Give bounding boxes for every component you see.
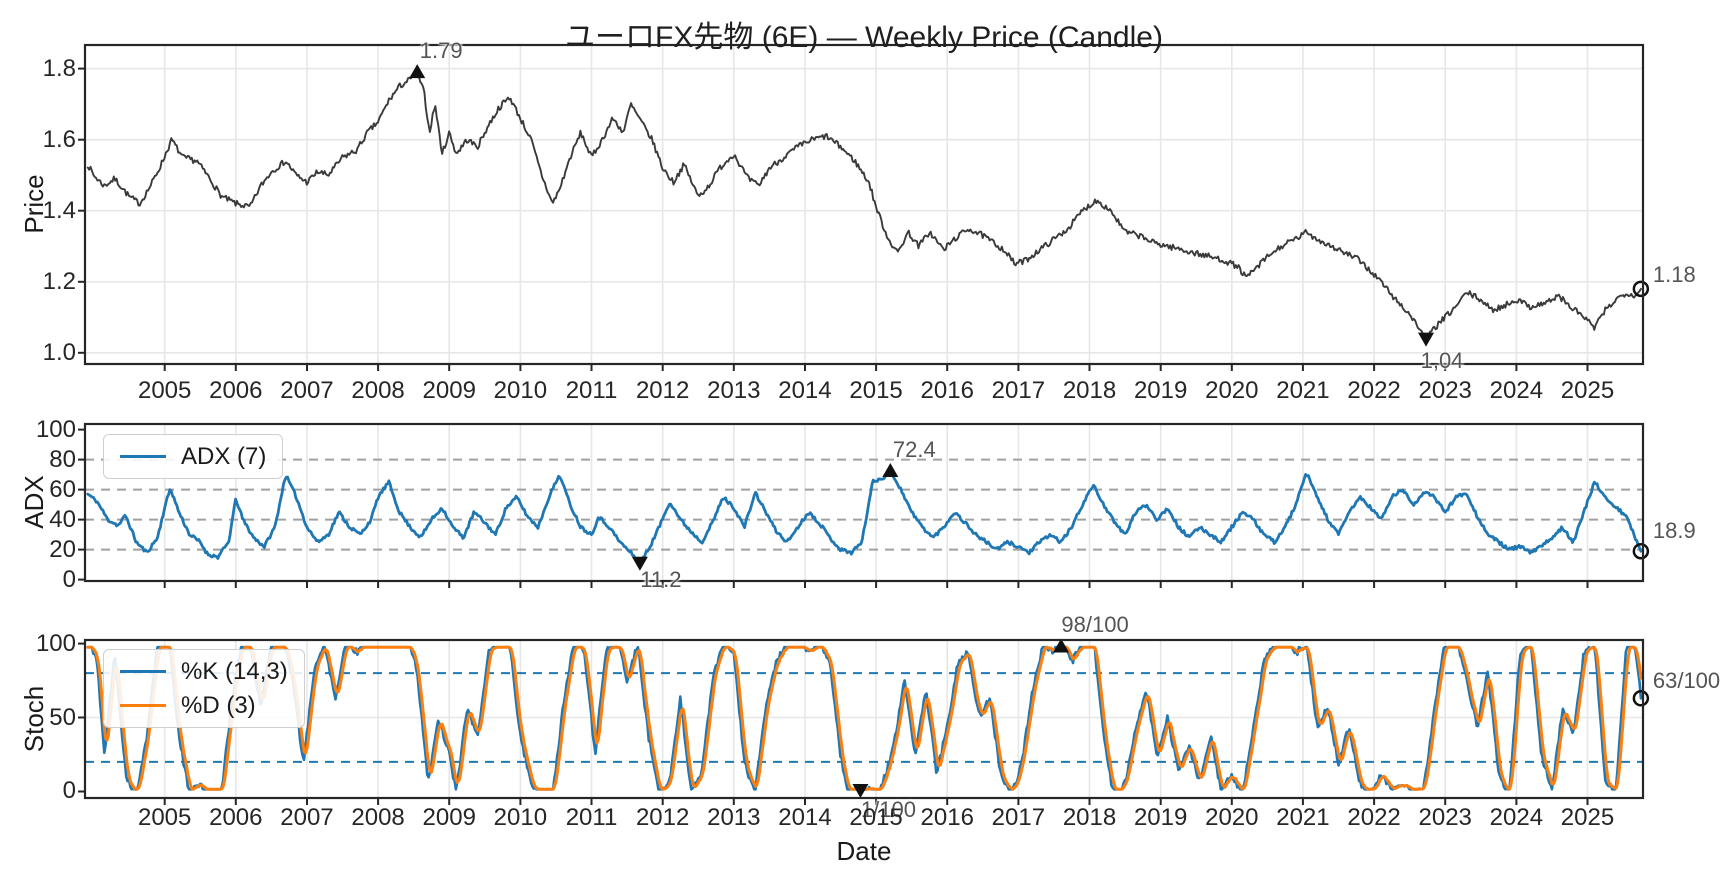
y-tick-label: 40 [49,505,76,533]
legend-entry-d: %D (3) [120,692,288,719]
x-tick-label: 2016 [920,804,974,831]
last-value-marker-circle [1632,690,1650,707]
x-tick-label: 2012 [635,377,690,404]
annotation-label-min-price: 1,04 [1420,347,1464,373]
adx-line-swatch [120,455,166,458]
x-tick-label: 2015 [849,804,903,831]
x-tick-label: 2023 [1418,377,1472,404]
x-tick-label: 2018 [1062,377,1117,404]
max-marker-triangle-up [882,463,899,478]
x-tick-label: 2011 [565,377,618,404]
legend-entry-adx: ADX (7) [120,443,266,470]
last-value-marker-circle [1632,542,1650,560]
stoch-panel-border [83,638,1645,800]
date-axis-label: Date [836,836,892,866]
chart-title: ユーロFX先物 (6E) — Weekly Price (Candle) [565,21,1163,54]
x-tick-label: 2010 [493,377,548,404]
annotation-label-last-adx: 18.9 [1652,518,1696,544]
x-tick-label: 2020 [1205,804,1259,831]
x-tick-label: 2024 [1489,804,1544,831]
price-series-group [86,71,1642,340]
adx-legend: ADX (7) [103,434,284,479]
x-tick-label: 2021 [1276,377,1330,404]
x-tick-label: 2018 [1062,804,1117,831]
legend-label-k: %K (14,3) [181,658,288,685]
x-tick-label: 2017 [991,804,1046,831]
annotation-label-last-price: 1.18 [1652,261,1696,287]
last-value-marker-circle [1632,280,1650,298]
adx-series-group [86,469,1643,565]
k-line-swatch [120,670,166,673]
y-tick-label: 0 [62,565,76,593]
x-tick-label: 2013 [707,377,761,404]
x-tick-label: 2006 [209,377,263,404]
x-tick-label: 2015 [849,377,903,404]
x-tick-label: 2016 [920,377,974,404]
max-marker-triangle-up [1053,638,1070,653]
annotation-label-min-stoch: 1/100 [860,797,916,822]
x-tick-label: 2025 [1560,804,1615,831]
x-tick-label: 2019 [1133,377,1188,404]
y-tick-label: 50 [49,703,76,731]
min-marker-triangle-down [852,784,869,799]
x-tick-label: 2024 [1489,377,1544,404]
adx-panel-border [83,422,1645,583]
x-tick-label: 2014 [778,377,832,404]
y-tick-label: 60 [49,475,76,503]
y-tick-label: 1.8 [42,54,76,82]
x-tick-label: 2021 [1276,804,1330,831]
price-line-Close [86,71,1642,340]
annotation-label-max-stoch: 98/100 [1061,611,1129,637]
x-tick-label: 2011 [565,804,618,831]
legend-label-adx: ADX (7) [181,443,267,470]
y-tick-label: 0 [62,777,76,805]
y-tick-label: 80 [49,445,76,473]
y-tick-label: 100 [35,629,76,657]
y-tick-label: 1.4 [42,196,76,224]
x-tick-label: 2005 [137,804,192,831]
annotation-label-last-stoch: 63/100 [1652,668,1721,694]
x-tick-label: 2013 [707,804,761,831]
stoch-legend: %K (14,3) %D (3) [103,649,305,728]
y-tick-label: 1.6 [42,125,76,153]
x-tick-label: 2008 [351,804,405,831]
y-tick-label: 100 [35,415,76,443]
x-tick-label: 2009 [422,804,476,831]
annotation-label-max-price: 1.79 [419,38,463,64]
x-tick-label: 2012 [635,804,690,831]
x-tick-label: 2010 [493,804,548,831]
x-tick-label: 2007 [280,804,334,831]
legend-entry-k: %K (14,3) [120,658,288,685]
x-tick-label: 2022 [1347,377,1401,404]
y-tick-label: 20 [49,535,76,563]
legend-label-d: %D (3) [181,692,256,719]
x-tick-label: 2009 [422,377,476,404]
x-tick-label: 2023 [1418,804,1472,831]
annotation-label-max-adx: 72.4 [892,437,936,462]
price-panel-border [83,43,1645,366]
x-tick-label: 2005 [137,377,192,404]
d-line-swatch [120,704,166,707]
x-tick-label: 2006 [209,804,263,831]
x-tick-label: 2007 [280,377,334,404]
min-marker-triangle-down [1418,332,1435,347]
x-tick-label: 2022 [1347,804,1401,831]
min-marker-triangle-down [631,556,648,571]
x-tick-label: 2014 [778,804,832,831]
annotation-label-min-adx: 11.2 [640,566,682,592]
max-marker-triangle-up [409,64,426,79]
x-tick-label: 2019 [1133,804,1188,831]
x-tick-label: 2020 [1205,377,1259,404]
x-tick-label: 2008 [351,377,405,404]
y-tick-label: 1.2 [42,267,76,295]
x-tick-label: 2025 [1560,377,1615,404]
y-tick-label: 1.0 [42,338,76,366]
adx-line-ADX (7) [86,469,1643,565]
x-tick-label: 2017 [991,377,1046,404]
